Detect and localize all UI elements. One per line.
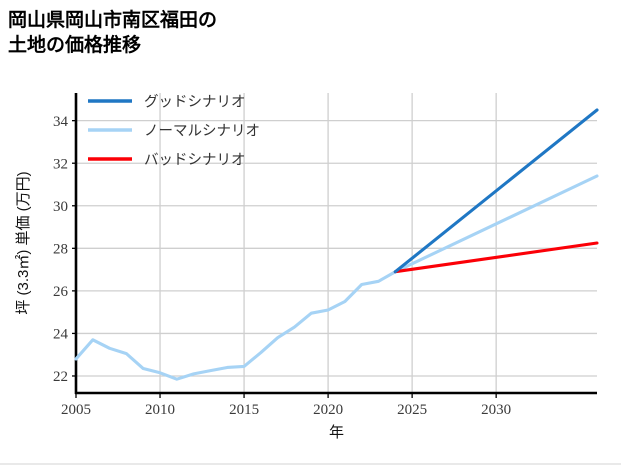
x-tick-label: 2005: [61, 402, 91, 418]
axis-spines: [74, 93, 597, 395]
x-axis-label: 年: [329, 424, 344, 441]
y-tick-label: 30: [53, 199, 68, 215]
legend-label: グッドシナリオ: [144, 93, 246, 110]
chart-title: 岡山県岡山市南区福田の 土地の価格推移: [8, 10, 218, 57]
y-tick-label: 32: [53, 156, 68, 172]
y-tick-label: 22: [53, 369, 68, 385]
x-tick-label: 2015: [229, 402, 259, 418]
y-axis-label: 坪 (3.3㎡) 単価 (万円): [15, 171, 32, 314]
y-tick-label: 28: [53, 242, 68, 258]
x-tick-label: 2010: [145, 402, 175, 418]
y-tick-label: 34: [53, 114, 69, 130]
x-tick-label: 2020: [313, 402, 343, 418]
x-tick-label: 2025: [397, 402, 427, 418]
legend-label: ノーマルシナリオ: [144, 123, 260, 139]
data-series: [74, 108, 599, 381]
x-tick-label: 2030: [481, 402, 511, 418]
y-tick-label: 24: [53, 327, 69, 343]
y-tick-label: 26: [53, 284, 69, 300]
x-axis-ticks: 2005 2010 2015 2020 2025 2030: [61, 393, 511, 418]
y-axis-ticks: 22 24 26 28 30 32 34: [53, 114, 76, 385]
series-line: [74, 174, 599, 381]
legend-label: バッドシナリオ: [144, 152, 246, 168]
series-line: [393, 241, 599, 274]
series-line: [393, 108, 599, 274]
